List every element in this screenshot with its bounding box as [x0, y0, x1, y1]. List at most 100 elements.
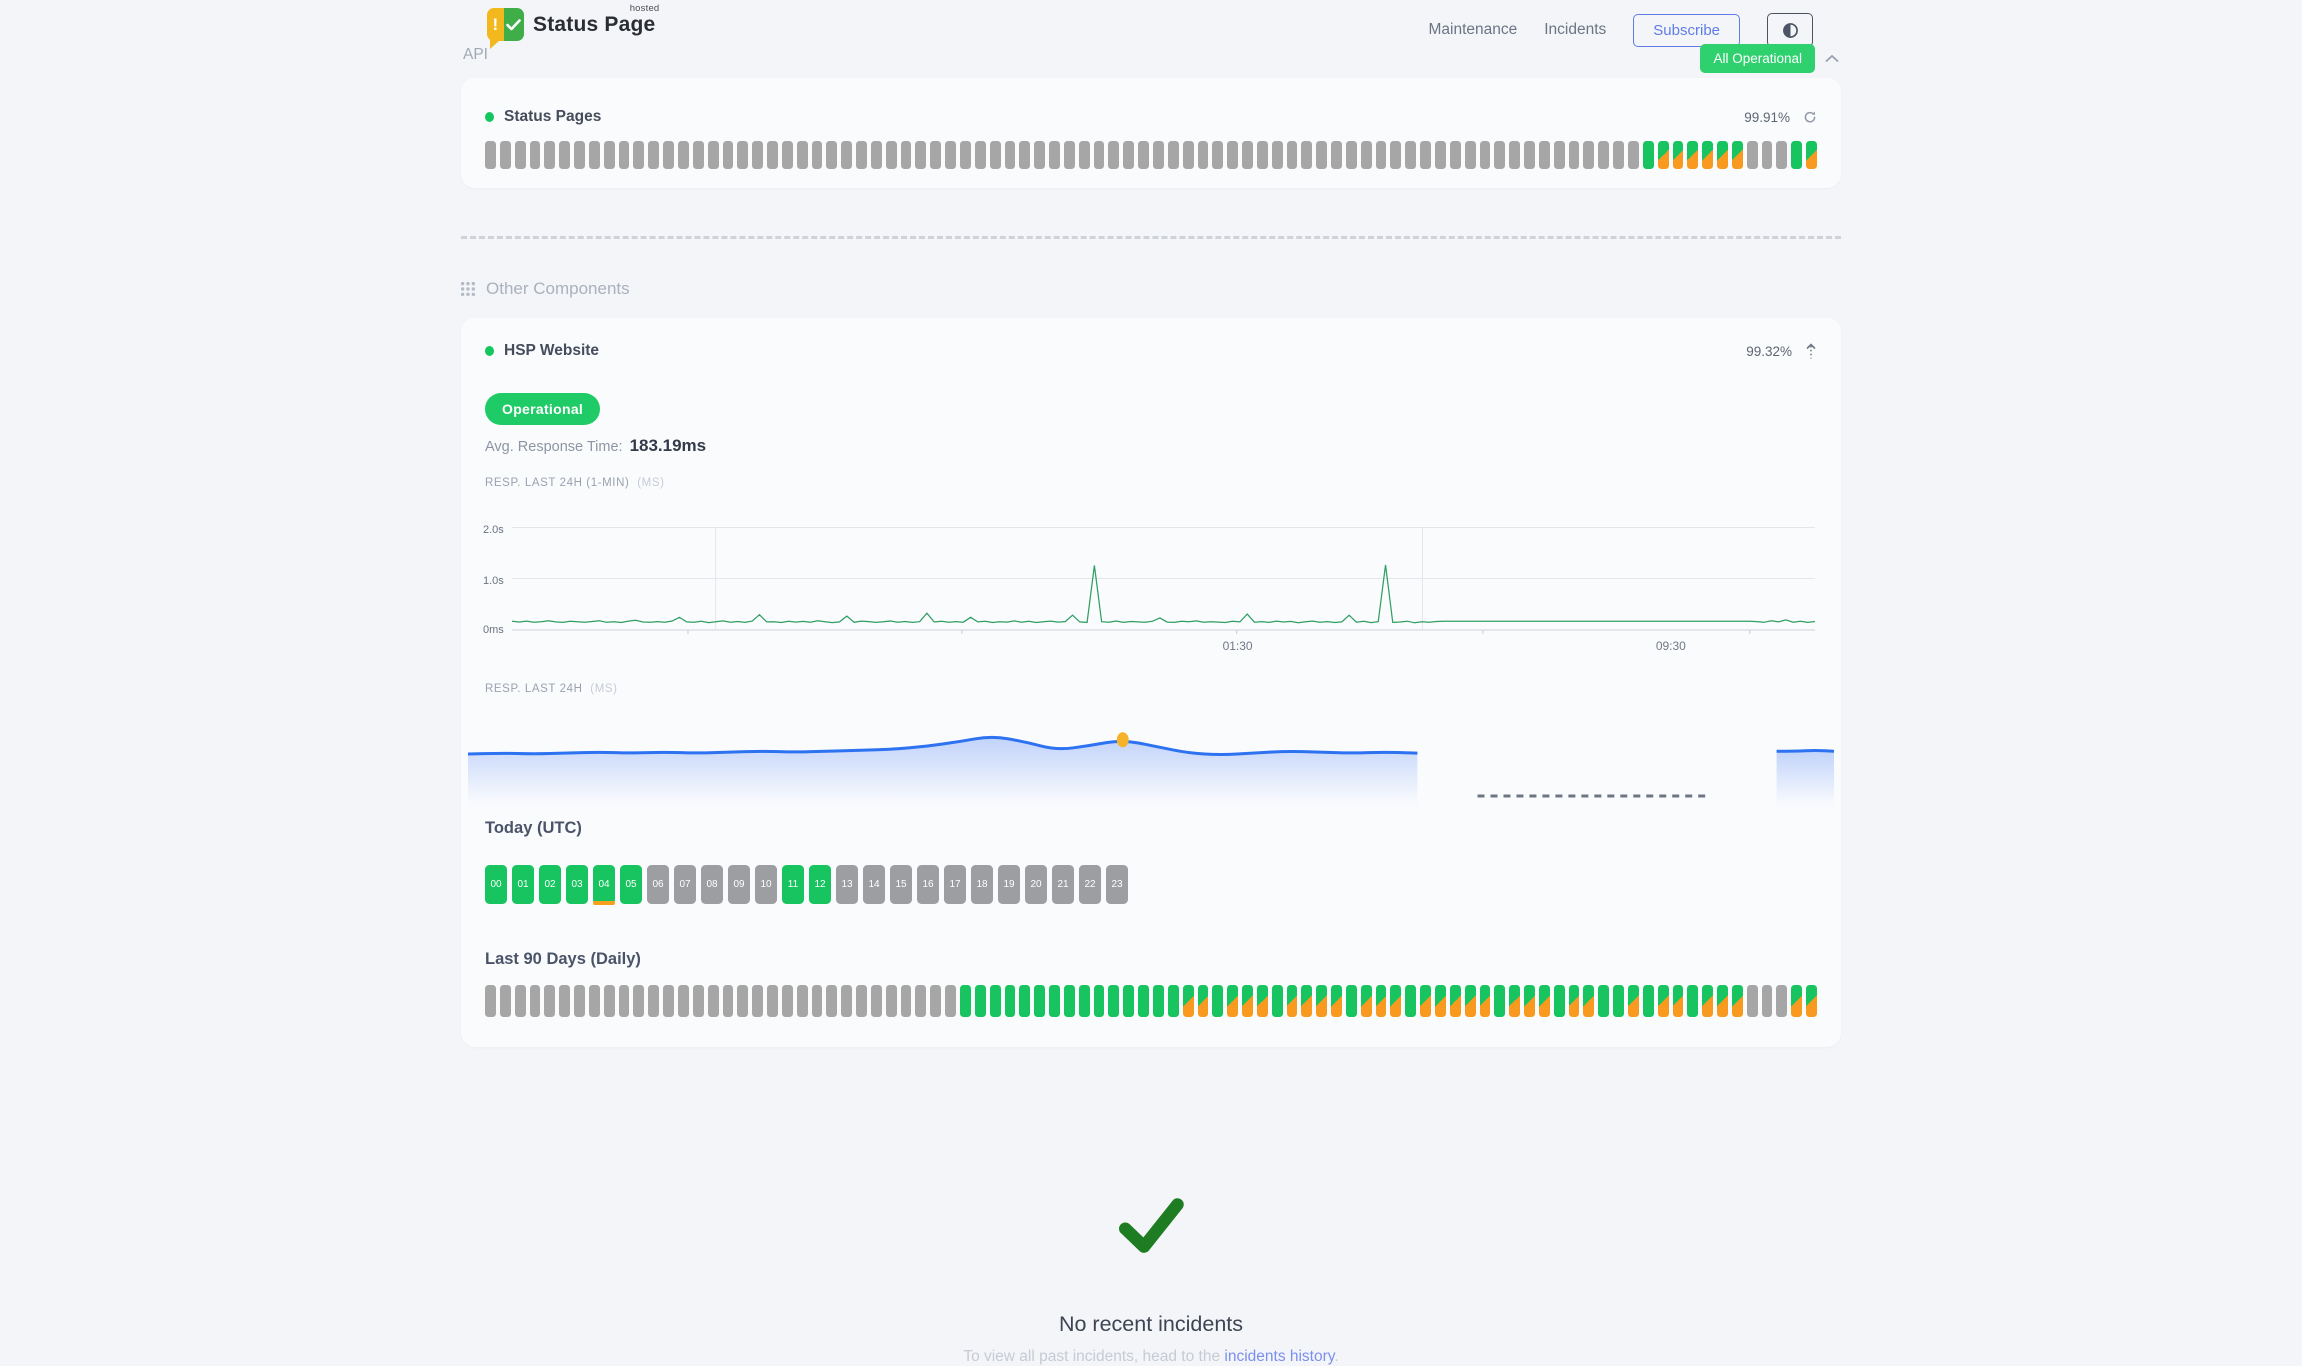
uptime-bar[interactable] — [707, 985, 719, 1017]
uptime-bar[interactable] — [1301, 141, 1313, 169]
uptime-bar[interactable] — [1212, 141, 1224, 169]
uptime-bar[interactable] — [1390, 141, 1402, 169]
uptime-bar[interactable] — [1138, 985, 1149, 1017]
uptime-bar[interactable] — [1806, 141, 1817, 169]
uptime-bar[interactable] — [737, 985, 749, 1017]
uptime-bar[interactable] — [1538, 985, 1550, 1017]
hour-cell[interactable]: 17 — [944, 865, 966, 904]
uptime-bar[interactable] — [841, 985, 853, 1017]
uptime-bar[interactable] — [930, 141, 942, 169]
uptime-bar[interactable] — [960, 141, 971, 169]
uptime-bar[interactable] — [1316, 141, 1328, 169]
hour-cell[interactable]: 04 — [593, 865, 615, 905]
uptime-bar[interactable] — [1435, 141, 1446, 169]
uptime-bar[interactable] — [1449, 985, 1461, 1017]
uptime-bar[interactable] — [781, 985, 793, 1017]
uptime-bar[interactable] — [841, 141, 853, 169]
uptime-bar[interactable] — [677, 141, 689, 169]
uptime-bar[interactable] — [1791, 985, 1803, 1017]
uptime-bar[interactable] — [1717, 985, 1728, 1017]
uptime-bar[interactable] — [1672, 141, 1684, 169]
uptime-bar[interactable] — [618, 985, 630, 1017]
uptime-bar[interactable] — [1568, 985, 1580, 1017]
uptime-bar[interactable] — [1627, 985, 1639, 1017]
hour-cell[interactable]: 11 — [782, 865, 804, 904]
hour-cell[interactable]: 23 — [1106, 865, 1128, 904]
uptime-bar[interactable] — [826, 985, 838, 1017]
collapse-arrow-icon[interactable] — [1805, 342, 1817, 360]
hour-cell[interactable]: 01 — [512, 865, 534, 904]
uptime-bar[interactable] — [1375, 985, 1387, 1017]
uptime-bar[interactable] — [1345, 141, 1357, 169]
uptime-bar[interactable] — [485, 141, 496, 169]
uptime-bar[interactable] — [588, 141, 600, 169]
uptime-bar[interactable] — [588, 985, 600, 1017]
refresh-icon[interactable] — [1803, 110, 1817, 124]
uptime-bar[interactable] — [1613, 141, 1624, 169]
uptime-bar[interactable] — [707, 141, 719, 169]
uptime-bar[interactable] — [1286, 141, 1298, 169]
uptime-bar[interactable] — [1197, 141, 1209, 169]
uptime-bar[interactable] — [1583, 985, 1595, 1017]
uptime-bar[interactable] — [1583, 141, 1595, 169]
uptime-bar[interactable] — [796, 985, 808, 1017]
response-area-chart[interactable] — [468, 701, 1834, 811]
uptime-bar[interactable] — [1553, 141, 1565, 169]
theme-toggle-button[interactable] — [1767, 13, 1813, 47]
uptime-bar[interactable] — [1331, 985, 1342, 1017]
hour-cell[interactable]: 06 — [647, 865, 669, 904]
hour-cell[interactable]: 13 — [836, 865, 858, 904]
uptime-bar[interactable] — [633, 141, 645, 169]
uptime-bar[interactable] — [1063, 141, 1075, 169]
uptime-bar[interactable] — [1776, 141, 1788, 169]
uptime-bar[interactable] — [1242, 985, 1253, 1017]
uptime-bar[interactable] — [485, 985, 496, 1017]
uptime-bar[interactable] — [1331, 141, 1342, 169]
uptime-bar[interactable] — [915, 985, 927, 1017]
uptime-bar[interactable] — [692, 985, 704, 1017]
uptime-bar[interactable] — [945, 141, 956, 169]
uptime-bar[interactable] — [1553, 985, 1565, 1017]
subscribe-button[interactable]: Subscribe — [1633, 13, 1740, 47]
uptime-bar[interactable] — [1271, 141, 1283, 169]
uptime-bar[interactable] — [1509, 985, 1521, 1017]
uptime-bar[interactable] — [1806, 985, 1817, 1017]
uptime-bar[interactable] — [1316, 985, 1328, 1017]
uptime-bar[interactable] — [1405, 985, 1417, 1017]
hour-cell[interactable]: 20 — [1025, 865, 1047, 904]
uptime-bar[interactable] — [1093, 141, 1105, 169]
uptime-bar[interactable] — [1301, 985, 1313, 1017]
uptime-bar[interactable] — [1375, 141, 1387, 169]
uptime-bar[interactable] — [1672, 985, 1684, 1017]
uptime-bar[interactable] — [1063, 985, 1075, 1017]
hour-cell[interactable]: 09 — [728, 865, 750, 904]
uptime-bar[interactable] — [900, 985, 912, 1017]
uptime-bar[interactable] — [692, 141, 704, 169]
uptime-bar[interactable] — [1702, 985, 1714, 1017]
uptime-bar[interactable] — [1286, 985, 1298, 1017]
uptime-bar[interactable] — [915, 141, 927, 169]
uptime-bar[interactable] — [1197, 985, 1209, 1017]
uptime-bar[interactable] — [960, 985, 971, 1017]
uptime-bar[interactable] — [603, 141, 615, 169]
uptime-bar[interactable] — [1702, 141, 1714, 169]
uptime-bar[interactable] — [1049, 141, 1060, 169]
uptime-bar[interactable] — [1791, 141, 1803, 169]
uptime-bar[interactable] — [1034, 985, 1046, 1017]
uptime-bar[interactable] — [633, 985, 645, 1017]
uptime-bar[interactable] — [1731, 141, 1743, 169]
uptime-bar[interactable] — [1464, 141, 1476, 169]
uptime-bar[interactable] — [1479, 141, 1491, 169]
nav-maintenance-link[interactable]: Maintenance — [1428, 21, 1518, 38]
uptime-bar[interactable] — [811, 141, 823, 169]
uptime-bar[interactable] — [1256, 141, 1268, 169]
response-line-chart[interactable]: 2.0s 1.0s 0ms 01:30 09:30 — [483, 524, 1817, 659]
uptime-bar[interactable] — [856, 985, 867, 1017]
uptime-bar[interactable] — [1494, 141, 1506, 169]
uptime-bar[interactable] — [1034, 141, 1046, 169]
uptime-bar[interactable] — [1123, 985, 1135, 1017]
uptime-bar[interactable] — [529, 985, 541, 1017]
hour-cell[interactable]: 14 — [863, 865, 885, 904]
all-operational-badge[interactable]: All Operational — [1700, 44, 1815, 73]
uptime-bar[interactable] — [1657, 141, 1669, 169]
